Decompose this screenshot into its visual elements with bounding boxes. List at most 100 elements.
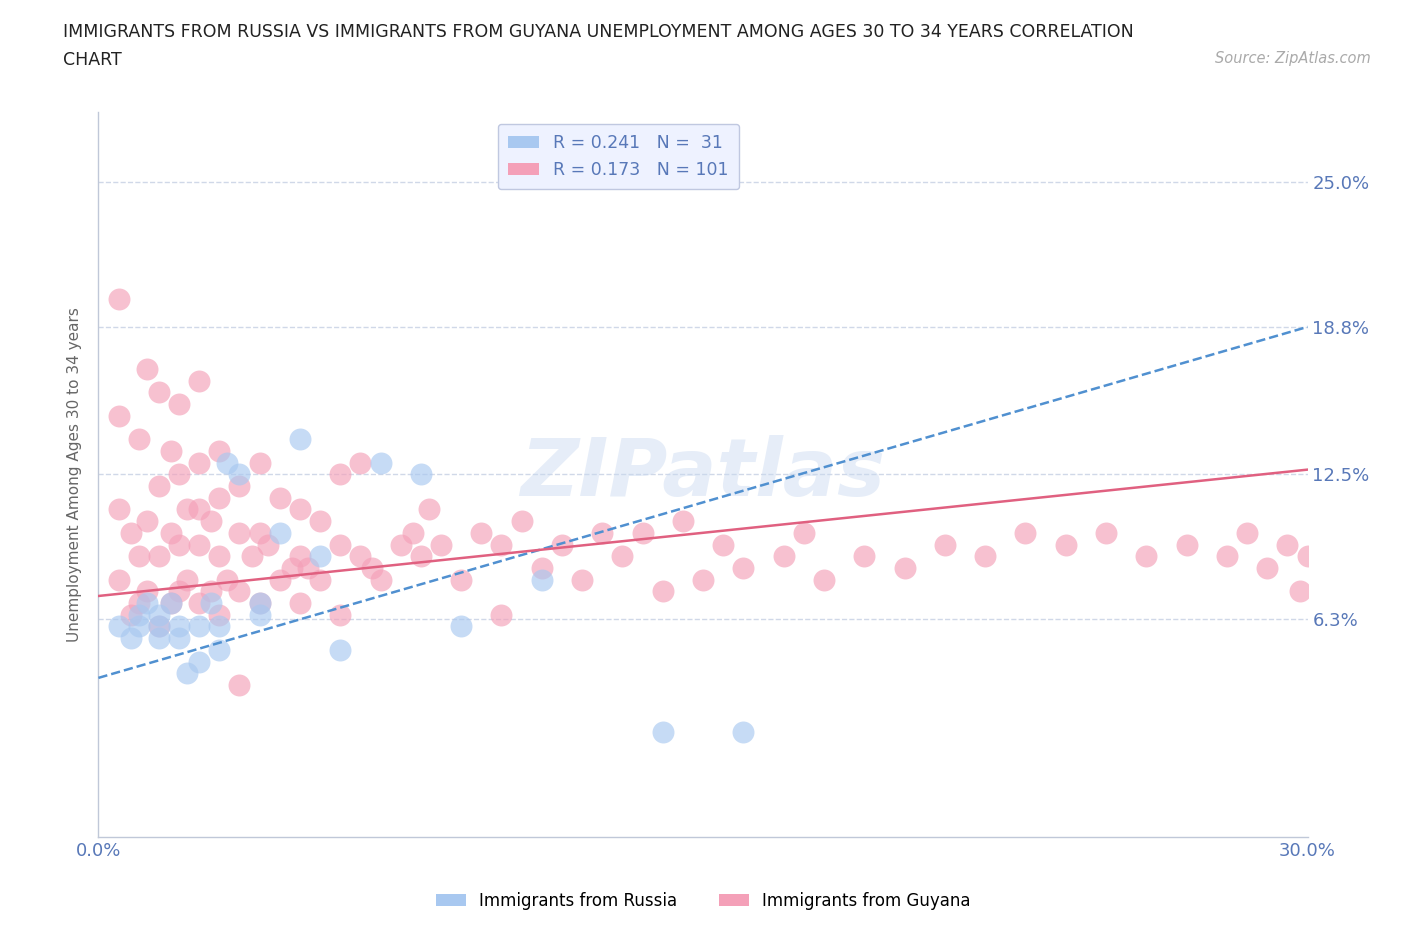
Point — [853, 549, 876, 564]
Point — [510, 513, 533, 528]
Point — [120, 607, 142, 622]
Point — [651, 724, 673, 739]
Point — [288, 502, 311, 517]
Point — [297, 561, 319, 576]
Point — [208, 490, 231, 505]
Point — [269, 572, 291, 587]
Point — [1095, 525, 1118, 540]
Point — [612, 549, 634, 564]
Point — [813, 572, 835, 587]
Point — [711, 537, 734, 551]
Point — [1135, 549, 1157, 564]
Point — [107, 408, 129, 423]
Text: Source: ZipAtlas.com: Source: ZipAtlas.com — [1215, 51, 1371, 66]
Point — [107, 502, 129, 517]
Point — [148, 479, 170, 494]
Point — [1014, 525, 1036, 540]
Point — [256, 537, 278, 551]
Point — [349, 455, 371, 470]
Point — [249, 525, 271, 540]
Point — [692, 572, 714, 587]
Point — [934, 537, 956, 551]
Point — [120, 631, 142, 645]
Point — [329, 643, 352, 658]
Point — [160, 595, 183, 610]
Point — [228, 525, 250, 540]
Point — [309, 572, 332, 587]
Point — [188, 455, 211, 470]
Point — [188, 502, 211, 517]
Point — [651, 584, 673, 599]
Point — [772, 549, 794, 564]
Point — [160, 525, 183, 540]
Point — [571, 572, 593, 587]
Point — [135, 595, 157, 610]
Point — [530, 561, 553, 576]
Point — [631, 525, 654, 540]
Point — [167, 619, 190, 634]
Point — [418, 502, 440, 517]
Point — [1175, 537, 1198, 551]
Point — [491, 607, 513, 622]
Point — [1288, 584, 1310, 599]
Point — [160, 595, 183, 610]
Point — [409, 467, 432, 482]
Point — [107, 619, 129, 634]
Point — [188, 373, 211, 388]
Point — [160, 444, 183, 458]
Point — [228, 467, 250, 482]
Point — [409, 549, 432, 564]
Point — [188, 619, 211, 634]
Point — [200, 595, 222, 610]
Text: CHART: CHART — [63, 51, 122, 69]
Point — [208, 643, 231, 658]
Point — [228, 677, 250, 692]
Point — [672, 513, 695, 528]
Point — [793, 525, 815, 540]
Point — [135, 513, 157, 528]
Point — [269, 490, 291, 505]
Point — [450, 619, 472, 634]
Point — [1216, 549, 1239, 564]
Point — [148, 549, 170, 564]
Point — [135, 584, 157, 599]
Point — [128, 607, 150, 622]
Point — [309, 549, 332, 564]
Point — [128, 619, 150, 634]
Point — [167, 631, 190, 645]
Point — [208, 607, 231, 622]
Point — [288, 432, 311, 446]
Point — [188, 595, 211, 610]
Point — [249, 595, 271, 610]
Point — [1277, 537, 1299, 551]
Point — [240, 549, 263, 564]
Point — [1256, 561, 1278, 576]
Point — [329, 467, 352, 482]
Point — [167, 397, 190, 412]
Point — [167, 584, 190, 599]
Point — [288, 549, 311, 564]
Point — [167, 537, 190, 551]
Point — [1054, 537, 1077, 551]
Point — [148, 619, 170, 634]
Text: ZIPatlas: ZIPatlas — [520, 435, 886, 513]
Point — [249, 455, 271, 470]
Point — [370, 572, 392, 587]
Point — [974, 549, 997, 564]
Text: IMMIGRANTS FROM RUSSIA VS IMMIGRANTS FROM GUYANA UNEMPLOYMENT AMONG AGES 30 TO 3: IMMIGRANTS FROM RUSSIA VS IMMIGRANTS FRO… — [63, 23, 1135, 41]
Point — [107, 572, 129, 587]
Point — [128, 595, 150, 610]
Point — [128, 432, 150, 446]
Point — [733, 561, 755, 576]
Point — [176, 666, 198, 681]
Point — [249, 607, 271, 622]
Point — [269, 525, 291, 540]
Point — [228, 479, 250, 494]
Point — [208, 549, 231, 564]
Point — [176, 572, 198, 587]
Point — [370, 455, 392, 470]
Point — [148, 619, 170, 634]
Point — [530, 572, 553, 587]
Point — [402, 525, 425, 540]
Point — [148, 631, 170, 645]
